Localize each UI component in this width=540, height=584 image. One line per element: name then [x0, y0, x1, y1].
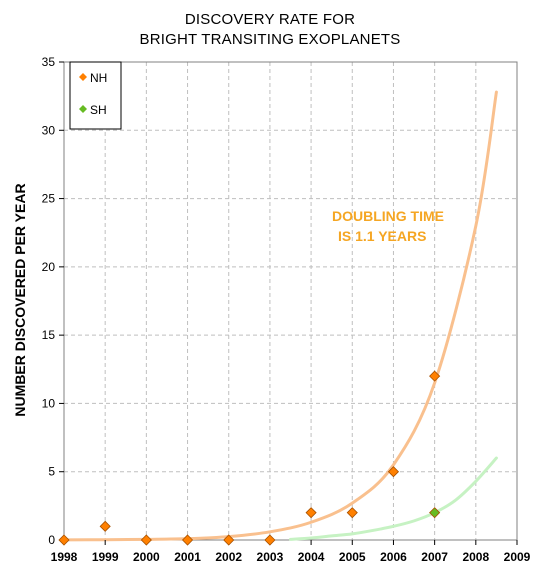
legend-sh-label: SH: [90, 103, 107, 117]
annotation-line-2: IS 1.1 YEARS: [338, 228, 426, 244]
y-tick-label: 20: [42, 260, 56, 274]
x-tick-label: 2009: [504, 550, 531, 564]
y-tick-label: 35: [42, 55, 56, 69]
y-tick-label: 5: [48, 465, 55, 479]
y-axis-label: NUMBER DISCOVERED PER YEAR: [12, 183, 28, 416]
trend-curves: [62, 90, 498, 542]
data-point-nh: [99, 520, 111, 532]
y-tick-label: 0: [48, 533, 55, 547]
data-points: [58, 370, 441, 546]
axes: 1998 1999 2000 2001 2002 2003 2004 2005 2006 2007…: [42, 55, 531, 564]
x-tick-label: 2008: [462, 550, 489, 564]
data-point-nh: [387, 466, 400, 478]
doubling-time-annotation: DOUBLING TIME IS 1.1 YEARS: [332, 208, 444, 244]
legend-nh-label: NH: [90, 71, 107, 85]
legend-box: [69, 61, 122, 130]
x-tick-label: 2001: [174, 550, 201, 564]
x-tick-label: 2003: [257, 550, 284, 564]
trend-curve-sh: [289, 456, 498, 541]
grid-lines: [64, 62, 517, 540]
x-tick-label: 2004: [298, 550, 325, 564]
chart-title-line-2: BRIGHT TRANSITING EXOPLANETS: [139, 31, 401, 48]
data-point-nh: [305, 507, 317, 519]
trend-curve-nh: [62, 90, 498, 542]
y-tick-label: 30: [42, 123, 56, 137]
legend-sh-marker: [79, 105, 87, 113]
x-tick-label: 2005: [339, 550, 366, 564]
data-point-nh: [429, 370, 441, 382]
data-point-nh: [264, 534, 276, 546]
data-point-nh: [58, 534, 70, 546]
annotation-line-1: DOUBLING TIME: [332, 208, 444, 224]
x-tick-label: 2000: [133, 550, 160, 564]
data-point-nh: [346, 507, 358, 519]
legend-nh-marker: [79, 73, 87, 81]
plot-frame: [63, 61, 518, 541]
data-point-nh: [140, 534, 152, 546]
data-point-sh: [429, 507, 441, 519]
chart-title-line-1: DISCOVERY RATE FOR: [184, 11, 356, 28]
y-tick-label: 10: [42, 396, 56, 410]
y-tick-label: 25: [42, 192, 56, 206]
x-tick-label: 2002: [215, 550, 242, 564]
x-tick-label: 1998: [51, 550, 78, 564]
legend: NH SH: [69, 61, 122, 130]
x-tick-label: 2006: [380, 550, 407, 564]
data-point-nh: [181, 534, 194, 546]
x-tick-label: 2007: [421, 550, 448, 564]
data-point-nh: [223, 534, 235, 546]
x-tick-label: 1999: [92, 550, 119, 564]
y-tick-label: 15: [42, 328, 56, 342]
